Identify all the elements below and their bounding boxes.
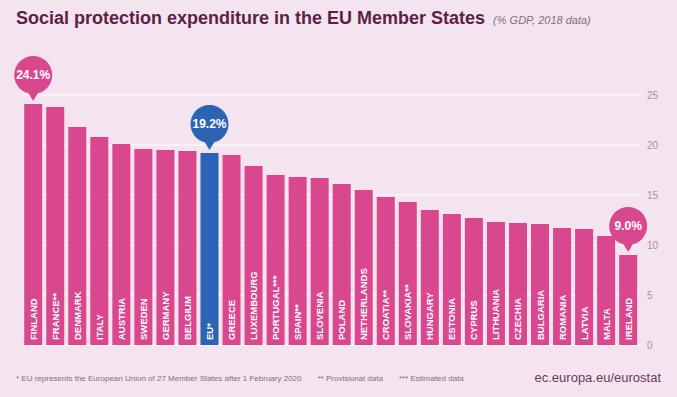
svg-text:FINLAND: FINLAND [28, 298, 39, 340]
svg-text:SLOVAKIA**: SLOVAKIA** [402, 284, 413, 340]
svg-text:SWEDEN: SWEDEN [138, 298, 149, 340]
svg-text:19.2%: 19.2% [192, 117, 226, 131]
svg-text:10: 10 [647, 240, 659, 251]
html-text:(% GDP, 2018 data): (% GDP, 2018 data) [493, 14, 591, 26]
html-text:ec.europa.eu/eurostat: ec.europa.eu/eurostat [534, 370, 661, 385]
svg-text:MALTA: MALTA [601, 308, 612, 340]
svg-text:POLAND: POLAND [336, 300, 347, 340]
svg-text:AUSTRIA: AUSTRIA [116, 298, 127, 340]
svg-text:24.1%: 24.1% [16, 68, 50, 82]
svg-text:SLOVENIA: SLOVENIA [314, 291, 325, 340]
svg-text:15: 15 [647, 190, 659, 201]
svg-text:GREECE: GREECE [226, 300, 237, 340]
svg-text:FRANCE**: FRANCE** [50, 293, 61, 340]
svg-text:CROATIA**: CROATIA** [380, 290, 391, 340]
svg-text:DENMARK: DENMARK [72, 291, 83, 340]
svg-text:EU*: EU* [204, 323, 215, 340]
svg-text:9.0%: 9.0% [614, 219, 642, 233]
svg-text:LATVIA: LATVIA [579, 306, 590, 340]
svg-text:BELGIUM: BELGIUM [182, 296, 193, 340]
html-text:Social protection expenditure: Social protection expenditure in the EU … [16, 8, 486, 28]
svg-text:0: 0 [647, 340, 653, 351]
svg-text:ROMANIA: ROMANIA [557, 294, 568, 340]
html-text:*** Estimated data: *** Estimated data [398, 374, 464, 383]
svg-text:BULGARIA: BULGARIA [535, 290, 546, 340]
svg-text:LITHUANIA: LITHUANIA [490, 289, 501, 340]
svg-text:CZECHIA: CZECHIA [512, 298, 523, 340]
svg-text:ITALY: ITALY [94, 313, 105, 340]
svg-text:20: 20 [647, 140, 659, 151]
html-text:* EU represents the European U: * EU represents the European Union of 27… [16, 374, 302, 383]
svg-text:NETHERLANDS: NETHERLANDS [358, 268, 369, 340]
svg-text:5: 5 [647, 290, 653, 301]
svg-text:SPAIN**: SPAIN** [292, 304, 303, 340]
svg-text:CYPRUS: CYPRUS [468, 300, 479, 340]
svg-text:25: 25 [647, 90, 659, 101]
svg-text:LUXEMBOURG: LUXEMBOURG [248, 271, 259, 340]
svg-text:GERMANY: GERMANY [160, 291, 171, 340]
svg-text:HUNGARY: HUNGARY [424, 292, 435, 340]
svg-text:IRELAND: IRELAND [623, 298, 634, 340]
html-text:** Provisional data: ** Provisional data [317, 374, 383, 383]
svg-text:PORTUGAL***: PORTUGAL*** [270, 275, 281, 340]
svg-text:ESTONIA: ESTONIA [446, 298, 457, 340]
